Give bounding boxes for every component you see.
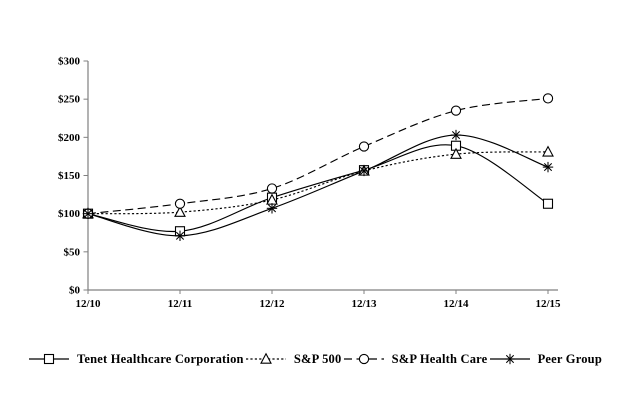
asterisk-marker xyxy=(505,354,514,364)
circle-marker xyxy=(358,353,369,365)
asterisk-marker xyxy=(175,231,185,240)
circle-marker xyxy=(450,105,462,116)
asterisk-marker xyxy=(267,204,277,213)
chart-legend: Tenet Healthcare Corporation S&P 500 S&P… xyxy=(0,344,626,374)
circle-marker-line-icon xyxy=(343,353,384,365)
y-tick-label: $150 xyxy=(58,170,81,182)
legend-item-tenet-healthcare: Tenet Healthcare Corporation xyxy=(28,352,244,367)
y-tick-label: $50 xyxy=(64,246,81,258)
triangle-marker xyxy=(542,145,554,157)
circle-marker xyxy=(358,141,370,152)
square-marker xyxy=(542,198,554,209)
y-tick-label: $250 xyxy=(58,94,81,106)
y-tick-label: $200 xyxy=(58,132,81,144)
triangle-marker xyxy=(450,147,462,159)
asterisk-marker xyxy=(451,130,461,140)
series-line-0 xyxy=(87,144,549,233)
legend-item-sp-health-care: S&P Health Care xyxy=(343,352,488,367)
triangle-marker xyxy=(174,205,186,217)
square-marker xyxy=(43,353,55,365)
x-tick-label: 12/15 xyxy=(535,298,561,310)
circle-marker xyxy=(174,198,186,209)
circle-marker xyxy=(542,93,554,104)
legend-item-peer-group: Peer Group xyxy=(489,352,602,367)
y-tick-label: $100 xyxy=(58,208,81,220)
x-tick-label: 12/12 xyxy=(259,298,285,310)
series-line-2 xyxy=(87,97,549,215)
legend-label: Peer Group xyxy=(537,351,602,366)
series-line-3 xyxy=(87,134,549,237)
series-line-1 xyxy=(87,151,549,215)
x-tick-label: 12/13 xyxy=(351,298,377,310)
triangle-marker-line-icon xyxy=(245,352,286,364)
x-tick-label: 12/11 xyxy=(168,298,192,310)
asterisk-marker xyxy=(83,209,93,218)
asterisk-marker xyxy=(359,166,369,175)
legend-label: S&P Health Care xyxy=(391,351,488,366)
square-marker-line-icon xyxy=(29,353,69,365)
legend-item-sp500: S&P 500 xyxy=(245,352,342,367)
x-tick-label: 12/10 xyxy=(75,298,101,310)
legend-label: S&P 500 xyxy=(293,351,342,366)
y-tick-label: $300 xyxy=(58,56,81,68)
circle-marker xyxy=(266,183,278,194)
performance-chart: $0 $50 $100 $150 $200 $250 $300 12/10 12/11 12/12… xyxy=(58,56,561,311)
y-tick-label: $0 xyxy=(69,285,81,297)
asterisk-marker xyxy=(543,163,553,172)
asterisk-marker-line-icon xyxy=(489,353,530,365)
x-tick-label: 12/14 xyxy=(443,298,469,310)
legend-label: Tenet Healthcare Corporation xyxy=(77,351,244,366)
triangle-marker xyxy=(259,352,272,364)
